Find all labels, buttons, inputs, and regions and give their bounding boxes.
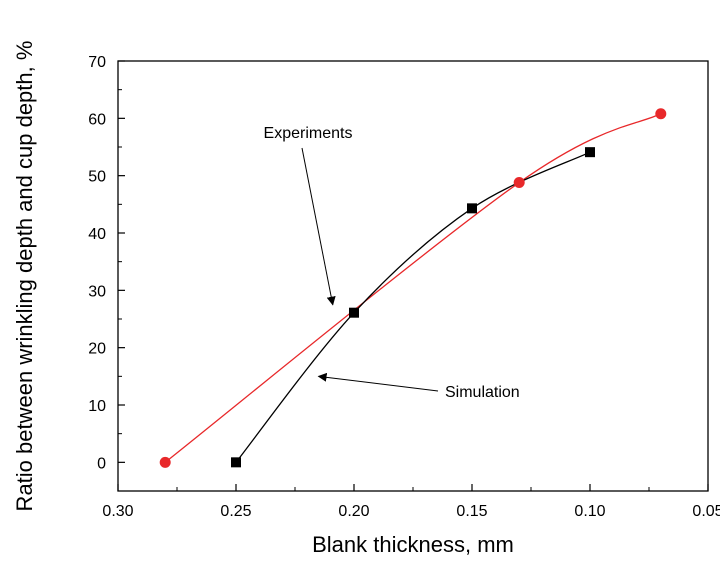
y-tick-label: 30 (88, 283, 106, 300)
series-2-point (585, 147, 595, 158)
annotation-arrow (301, 147, 336, 306)
y-tick-label: 0 (97, 455, 106, 472)
x-tick-label: 0.15 (456, 503, 487, 520)
series-2-point (349, 307, 359, 318)
x-tick-label: 0.10 (574, 503, 605, 520)
y-axis-label: Ratio between wrinkling depth and cup de… (12, 41, 37, 512)
x-axis-label: Blank thickness, mm (312, 532, 514, 557)
series-1-point (655, 108, 667, 120)
series-1-point (513, 177, 525, 189)
series-2-point (467, 203, 477, 214)
series-1-line (164, 113, 662, 463)
x-tick-label: 0.20 (338, 503, 369, 520)
y-tick-label: 60 (88, 111, 106, 128)
y-tick-label: 10 (88, 398, 106, 415)
y-tick-label: 50 (88, 169, 106, 186)
y-tick-label: 20 (88, 341, 106, 358)
y-tick-label: 70 (88, 54, 106, 71)
plot-frame (117, 60, 709, 492)
annotation-label: Simulation (445, 384, 520, 401)
annotation-label: Experiments (264, 125, 353, 142)
series-2-line (235, 151, 591, 463)
y-tick-label: 40 (88, 226, 106, 243)
series-1-point (159, 456, 171, 468)
annotation-arrow (317, 372, 439, 392)
x-tick-label: 0.05 (692, 503, 720, 520)
series-2-point (231, 457, 241, 468)
x-tick-label: 0.25 (220, 503, 251, 520)
x-tick-label: 0.30 (102, 503, 133, 520)
